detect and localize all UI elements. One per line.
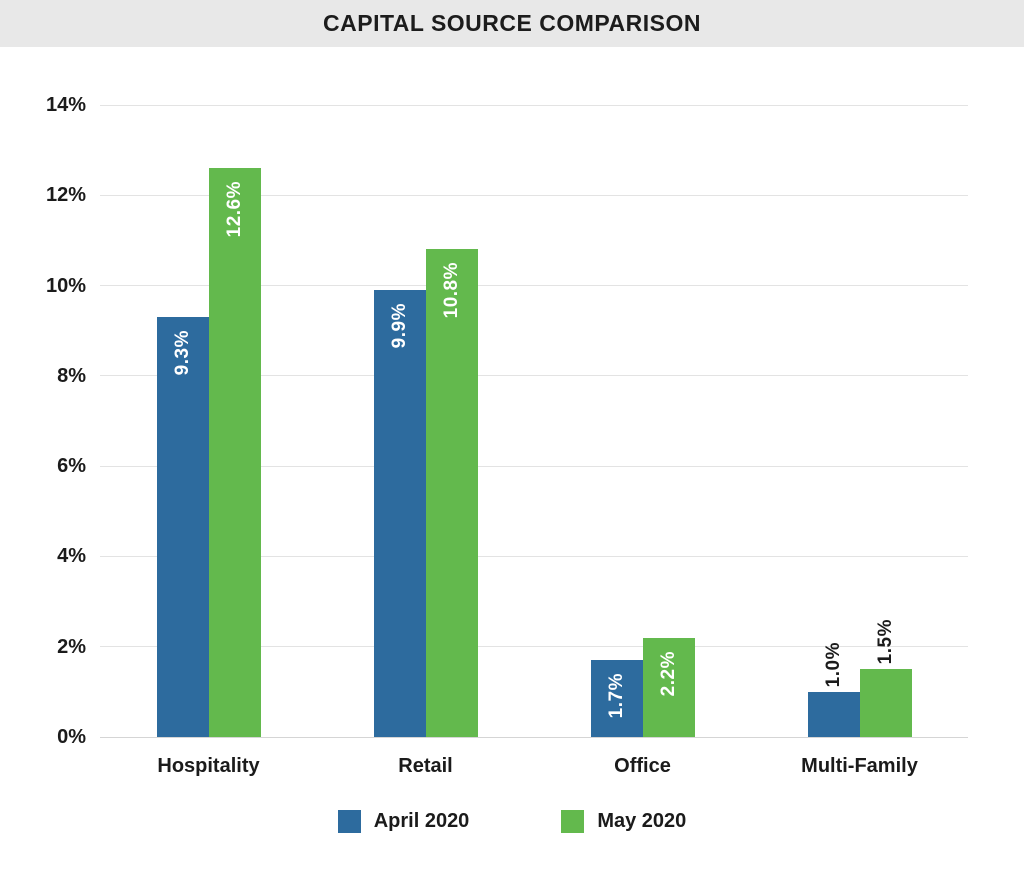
category-label-office: Office xyxy=(614,755,671,777)
y-tick-label-6: 6% xyxy=(57,455,86,478)
chart-title: CAPITAL SOURCE COMPARISON xyxy=(323,10,701,36)
gridline-6 xyxy=(100,465,968,467)
bar-april-2020: 1.0% xyxy=(807,642,860,737)
legend-swatch xyxy=(561,810,585,833)
y-tick-label-14: 14% xyxy=(45,94,86,116)
legend-item-may-2020: May 2020 xyxy=(561,810,686,833)
bar-value-label: 9.9% xyxy=(388,303,410,349)
bar-pair: 1.7% 2.2% xyxy=(590,637,695,737)
gridline-2 xyxy=(100,646,968,648)
gridline-0 xyxy=(100,736,968,738)
bar-value-label: 10.8% xyxy=(440,262,462,319)
bar-april-2020: 9.3% xyxy=(156,317,209,737)
plot-area: 9.3% 12.6% 9.9% 10.8% 1.7% 2.2% 1.0% 1.5% xyxy=(100,104,968,738)
bar-may-2020: 10.8% xyxy=(425,249,478,737)
bar-value-label: 9.3% xyxy=(171,330,193,376)
bar-pair: 9.9% 10.8% xyxy=(373,249,478,737)
category-label-multi-family: Multi-Family xyxy=(801,755,918,777)
bar-value-label: 1.0% xyxy=(822,641,844,687)
category-slot-2: 1.7% 2.2% xyxy=(534,105,751,737)
bar-value-label: 12.6% xyxy=(223,181,245,238)
gridline-12 xyxy=(100,194,968,196)
bar-value-label: 2.2% xyxy=(657,650,679,696)
category-slot-1: 9.9% 10.8% xyxy=(317,105,534,737)
y-tick-label-10: 10% xyxy=(45,274,86,297)
gridline-8 xyxy=(100,375,968,377)
legend-label: May 2020 xyxy=(597,810,687,832)
gridline-4 xyxy=(100,555,968,557)
y-tick-label-12: 12% xyxy=(45,184,86,207)
x-axis: Hospitality Retail Office Multi-Family xyxy=(100,755,968,783)
y-tick-label-8: 8% xyxy=(57,364,86,387)
y-tick-label-4: 4% xyxy=(57,545,86,568)
category-label-retail: Retail xyxy=(398,755,453,777)
bar-value-label: 1.7% xyxy=(605,673,627,719)
category-label-hospitality: Hospitality xyxy=(157,755,260,777)
y-tick-label-0: 0% xyxy=(57,726,86,748)
bar-pair: 1.0% 1.5% xyxy=(807,619,912,737)
bar-pair: 9.3% 12.6% xyxy=(156,168,261,737)
bar-value-label: 1.5% xyxy=(874,618,896,665)
bar-may-2020: 2.2% xyxy=(642,637,695,737)
bar-may-2020: 1.5% xyxy=(859,619,912,737)
bar-april-2020: 1.7% xyxy=(590,660,643,737)
category-slot-3: 1.0% 1.5% xyxy=(751,105,968,737)
legend: April 2020 May 2020 xyxy=(0,810,1024,833)
bar-april-2020: 9.9% xyxy=(373,290,426,737)
legend-swatch xyxy=(337,810,361,833)
title-bar: CAPITAL SOURCE COMPARISON xyxy=(0,0,1024,47)
category-slot-0: 9.3% 12.6% xyxy=(100,105,317,737)
gridline-14 xyxy=(100,104,968,106)
legend-item-april-2020: April 2020 xyxy=(337,810,470,833)
gridline-10 xyxy=(100,285,968,287)
bar-may-2020: 12.6% xyxy=(208,168,261,737)
y-tick-label-2: 2% xyxy=(57,635,86,658)
legend-label: April 2020 xyxy=(373,810,470,832)
